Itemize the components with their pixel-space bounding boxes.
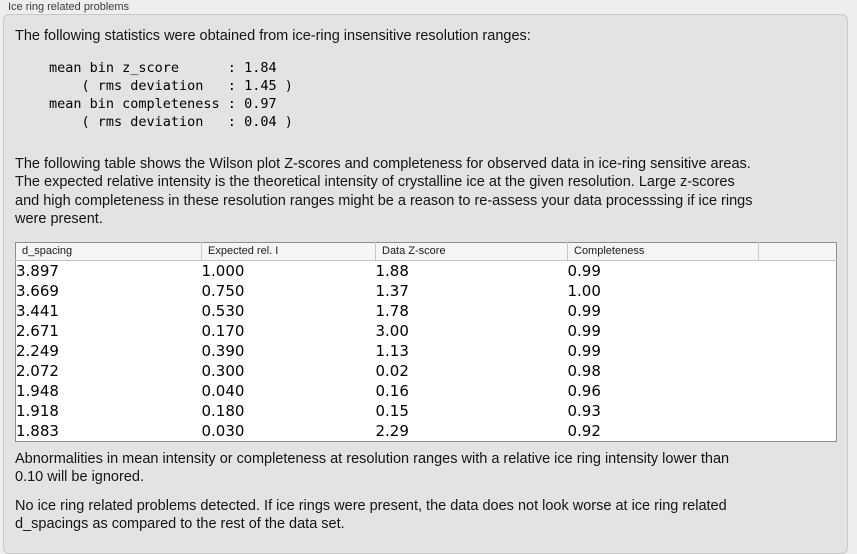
table-cell-empty: [759, 421, 837, 442]
table-cell: 3.897: [16, 261, 59, 280]
table-cell: 1.13: [375, 341, 409, 360]
table-cell: 0.99: [567, 261, 601, 280]
table-cell: 0.750: [201, 281, 245, 300]
column-header-completeness[interactable]: Completeness: [567, 242, 759, 261]
table-cell: 0.300: [201, 361, 245, 380]
table-cell: 2.072: [16, 361, 59, 380]
table-row[interactable]: 1.918 0.180 0.15 0.93: [16, 401, 837, 421]
column-header-d-spacing[interactable]: d_spacing: [15, 242, 202, 261]
table-cell: 1.78: [375, 301, 409, 320]
table-cell: 0.170: [201, 321, 245, 340]
table-cell-empty: [759, 381, 837, 401]
table-row[interactable]: 3.441 0.530 1.78 0.99: [16, 301, 837, 321]
table-row[interactable]: 2.249 0.390 1.13 0.99: [16, 341, 837, 361]
table-cell: 3.00: [375, 321, 409, 340]
table-cell-empty: [759, 341, 837, 361]
table-cell: 0.93: [567, 401, 601, 420]
table-cell: 0.040: [201, 381, 245, 400]
table-cell: 0.530: [201, 301, 245, 320]
table-cell-empty: [759, 401, 837, 421]
ice-table-body: 3.897 1.000 1.88 0.99 3.669 0.750 1.37 1.00 3.44…: [16, 260, 837, 441]
column-header-empty[interactable]: [758, 242, 837, 261]
table-cell: 1.000: [201, 261, 245, 280]
table-cell-empty: [759, 301, 837, 321]
table-cell-empty: [759, 260, 837, 281]
table-cell: 0.99: [567, 321, 601, 340]
table-cell: 0.02: [375, 361, 409, 380]
table-cell: 1.88: [375, 261, 409, 280]
ice-ring-panel: The following statistics were obtained f…: [3, 14, 848, 554]
conclusion-note: No ice ring related problems detected. I…: [15, 497, 727, 533]
table-cell: 3.669: [16, 281, 59, 300]
table-cell-empty: [759, 321, 837, 341]
table-row[interactable]: 3.669 0.750 1.37 1.00: [16, 281, 837, 301]
table-cell: 0.99: [567, 301, 601, 320]
table-cell: 0.15: [375, 401, 409, 420]
table-cell: 1.918: [16, 401, 59, 420]
table-header-row: d_spacing Expected rel. I Data Z-score C…: [15, 242, 837, 261]
table-description: The following table shows the Wilson plo…: [15, 155, 753, 228]
table-cell: 0.180: [201, 401, 245, 420]
ignore-note: Abnormalities in mean intensity or compl…: [15, 450, 730, 486]
column-header-data-z-score[interactable]: Data Z-score: [375, 242, 568, 261]
table-cell-empty: [759, 361, 837, 381]
table-cell: 2.29: [375, 421, 409, 440]
table-row[interactable]: 3.897 1.000 1.88 0.99: [16, 260, 837, 281]
table-cell: 2.671: [16, 321, 59, 340]
table-cell: 0.99: [567, 341, 601, 360]
table-cell: 3.441: [16, 301, 59, 320]
table-cell: 1.883: [16, 421, 59, 440]
table-cell: 0.98: [567, 361, 601, 380]
intro-paragraph: The following statistics were obtained f…: [15, 28, 531, 44]
table-cell: 0.16: [375, 381, 409, 400]
table-row[interactable]: 2.072 0.300 0.02 0.98: [16, 361, 837, 381]
table-row[interactable]: 2.671 0.170 3.00 0.99: [16, 321, 837, 341]
table-cell: 0.92: [567, 421, 601, 440]
column-header-expected-rel-i[interactable]: Expected rel. I: [201, 242, 376, 261]
table-cell: 0.96: [567, 381, 601, 400]
table-row[interactable]: 1.883 0.030 2.29 0.92: [16, 421, 837, 442]
table-cell: 1.948: [16, 381, 59, 400]
statistics-block: mean bin z_score : 1.84 ( rms deviation …: [49, 59, 293, 130]
table-row[interactable]: 1.948 0.040 0.16 0.96: [16, 381, 837, 401]
table-cell: 0.390: [201, 341, 245, 360]
ice-ring-table: d_spacing Expected rel. I Data Z-score C…: [15, 241, 837, 442]
table-cell: 1.37: [375, 281, 409, 300]
table-cell: 1.00: [567, 281, 601, 300]
section-title: Ice ring related problems: [8, 1, 130, 13]
table-cell: 0.030: [201, 421, 245, 440]
table-cell: 2.249: [16, 341, 59, 360]
table-cell-empty: [759, 281, 837, 301]
